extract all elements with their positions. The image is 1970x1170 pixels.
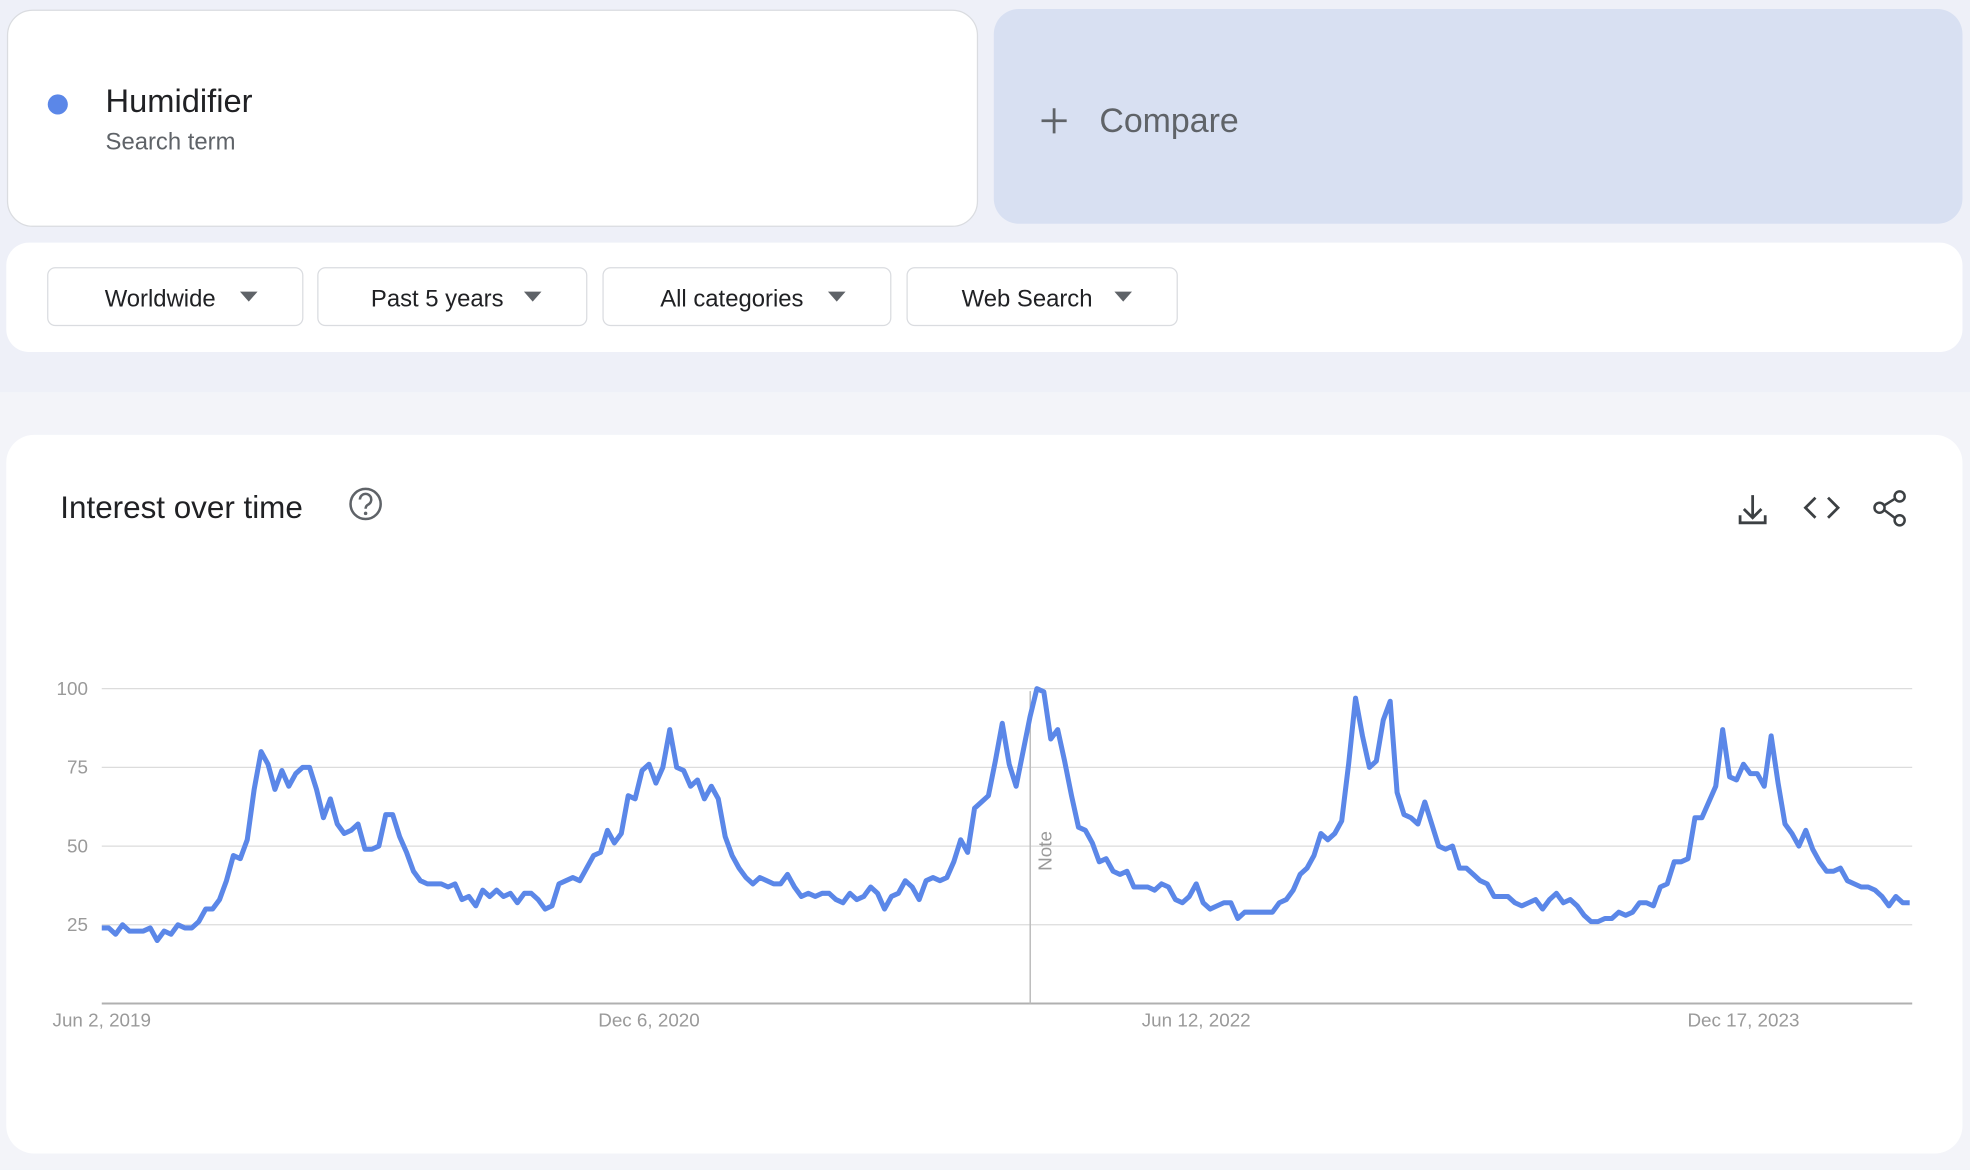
- plus-icon: [1041, 108, 1067, 134]
- term-color-dot: [47, 94, 68, 115]
- term-name: Humidifier: [106, 82, 253, 119]
- dropdown-arrow: [1114, 291, 1132, 302]
- filter-box[interactable]: [47, 267, 304, 327]
- x-tick-label: Jun 12, 2022: [1142, 1010, 1251, 1031]
- dropdown-arrow: [523, 291, 542, 302]
- filter-label: Web Search: [962, 286, 1093, 313]
- chart-title: Interest over time: [60, 490, 303, 525]
- dropdown-arrow: [239, 291, 258, 302]
- compare-label: Compare: [1099, 102, 1238, 140]
- note-label: Note: [1035, 831, 1056, 871]
- filter-label: Worldwide: [105, 286, 216, 313]
- filter-dropdown[interactable]: Web Search: [906, 267, 1178, 327]
- filter-dropdown[interactable]: Worldwide: [47, 267, 304, 327]
- term-type: Search term: [106, 129, 236, 156]
- filter-box[interactable]: [317, 267, 588, 327]
- y-tick-label: 25: [67, 914, 88, 935]
- trend-line: [101, 686, 1910, 944]
- filter-dropdown[interactable]: All categories: [602, 267, 892, 327]
- y-tick-label: 50: [67, 835, 88, 856]
- filter-label: Past 5 years: [371, 286, 504, 313]
- filter-dropdown[interactable]: Past 5 years: [317, 267, 588, 327]
- filter-label: All categories: [660, 286, 803, 313]
- chart-card: [6, 434, 1963, 1154]
- embed-icon[interactable]: [1803, 496, 1841, 519]
- dropdown-arrow: [827, 291, 846, 302]
- term-card[interactable]: [6, 9, 979, 227]
- x-tick-label: Jun 2, 2019: [53, 1010, 151, 1031]
- y-tick-label: 100: [57, 678, 88, 699]
- share-icon[interactable]: [1873, 490, 1906, 527]
- help-icon[interactable]: [349, 487, 382, 521]
- x-tick-label: Dec 6, 2020: [598, 1010, 700, 1031]
- download-icon[interactable]: [1738, 495, 1767, 525]
- compare-card[interactable]: [993, 8, 1963, 224]
- x-tick-label: Dec 17, 2023: [1687, 1010, 1799, 1031]
- filter-box[interactable]: [602, 267, 892, 327]
- y-tick-label: 75: [67, 757, 88, 778]
- filter-box[interactable]: [906, 267, 1178, 327]
